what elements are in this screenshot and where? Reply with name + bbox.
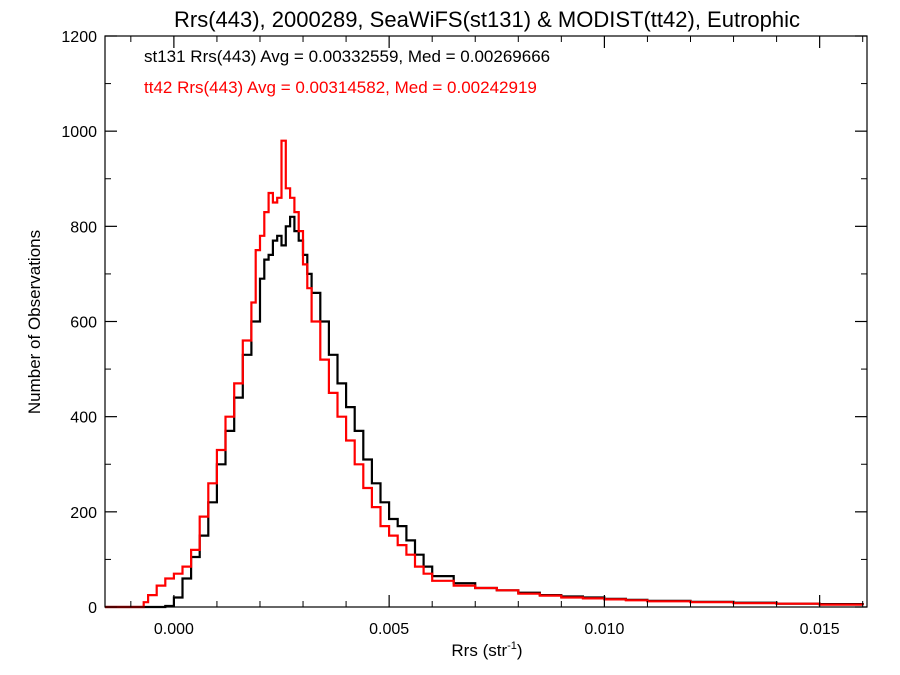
x-tick-label: 0.000 [154,621,194,638]
series-line-st131 [105,215,864,609]
legend-tt42: tt42 Rrs(443) Avg = 0.00314582, Med = 0.… [144,78,537,97]
x-tick-label: 0.015 [800,621,840,638]
y-tick-label: 200 [70,505,97,522]
y-tick-label: 0 [88,600,97,617]
ticks-group: 0.000 0.005 0.010 0.015 0 200 400 600 800 1000 120… [61,29,867,638]
x-tick-label: 0.005 [369,621,409,638]
legend-st131: st131 Rrs(443) Avg = 0.00332559, Med = 0… [144,47,550,66]
y-tick-label: 800 [70,219,97,236]
chart-title: Rrs(443), 2000289, SeaWiFS(st131) & MODI… [174,7,800,32]
plot-frame [104,35,868,608]
y-tick-label: 1000 [61,124,97,141]
x-tick-label: 0.010 [584,621,624,638]
y-tick-label: 400 [70,410,97,427]
series-group [105,139,864,609]
y-tick-label: 600 [70,315,97,332]
y-axis-label: Number of Observations [25,230,44,414]
x-axis-label: Rrs (str-1) [451,640,522,660]
y-tick-label: 1200 [61,29,97,46]
series-line-tt42 [105,139,864,609]
